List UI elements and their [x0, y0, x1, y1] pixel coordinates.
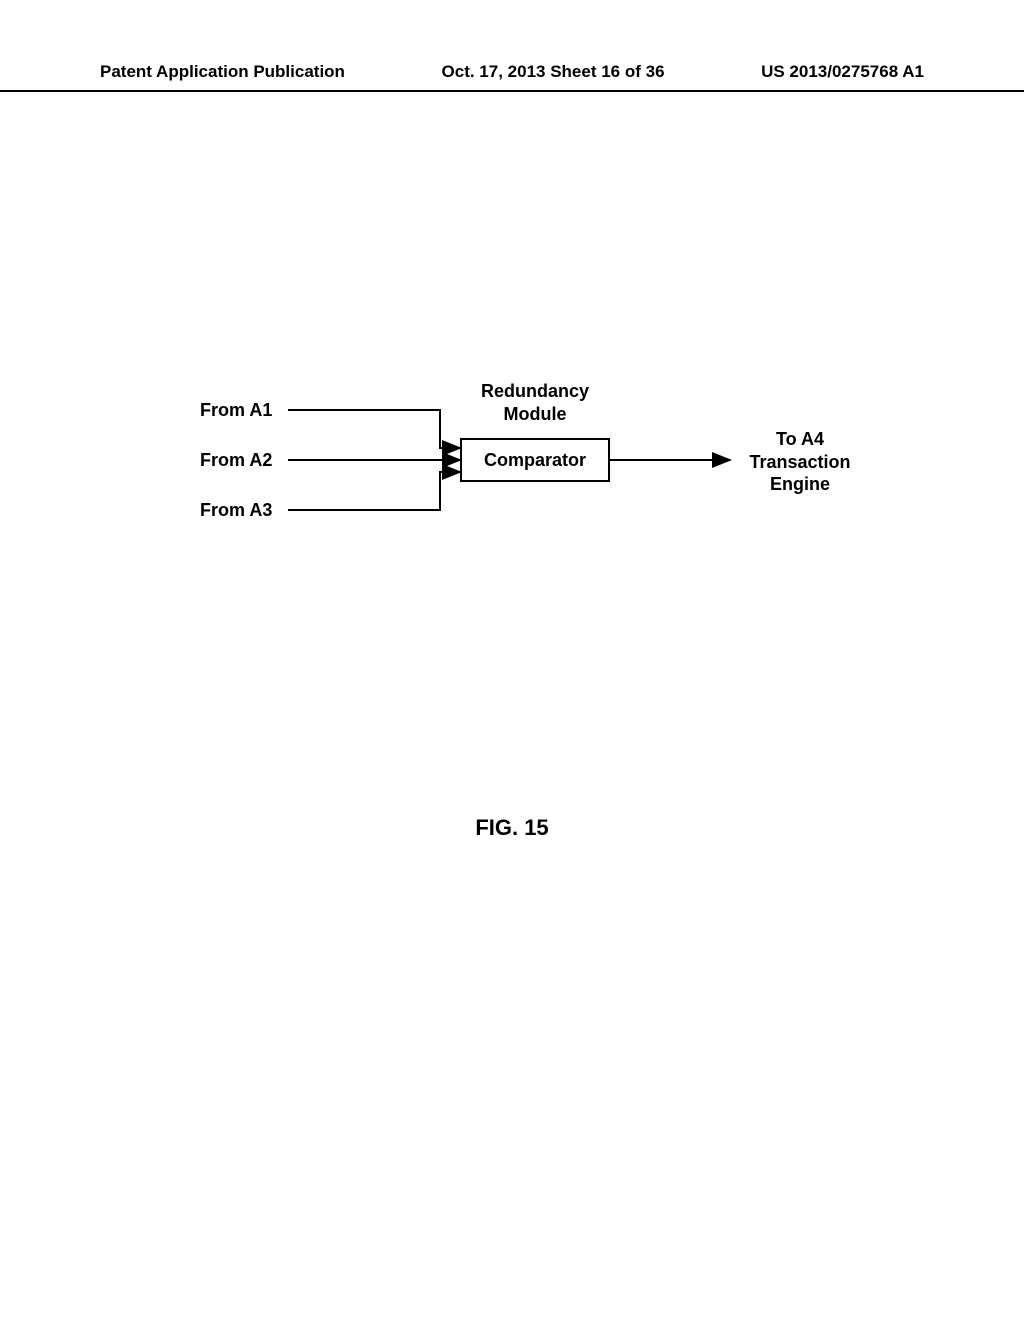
page-header: Patent Application Publication Oct. 17, … [0, 62, 1024, 92]
diagram-connectors [0, 350, 1024, 650]
figure-number: FIG. 15 [0, 815, 1024, 841]
diagram-redundancy-module: RedundancyModule From A1 From A2 From A3… [0, 350, 1024, 650]
header-left: Patent Application Publication [100, 62, 345, 82]
edge-a1 [288, 410, 460, 448]
edge-a3 [288, 472, 460, 510]
header-center: Oct. 17, 2013 Sheet 16 of 36 [442, 62, 665, 82]
header-right: US 2013/0275768 A1 [761, 62, 924, 82]
